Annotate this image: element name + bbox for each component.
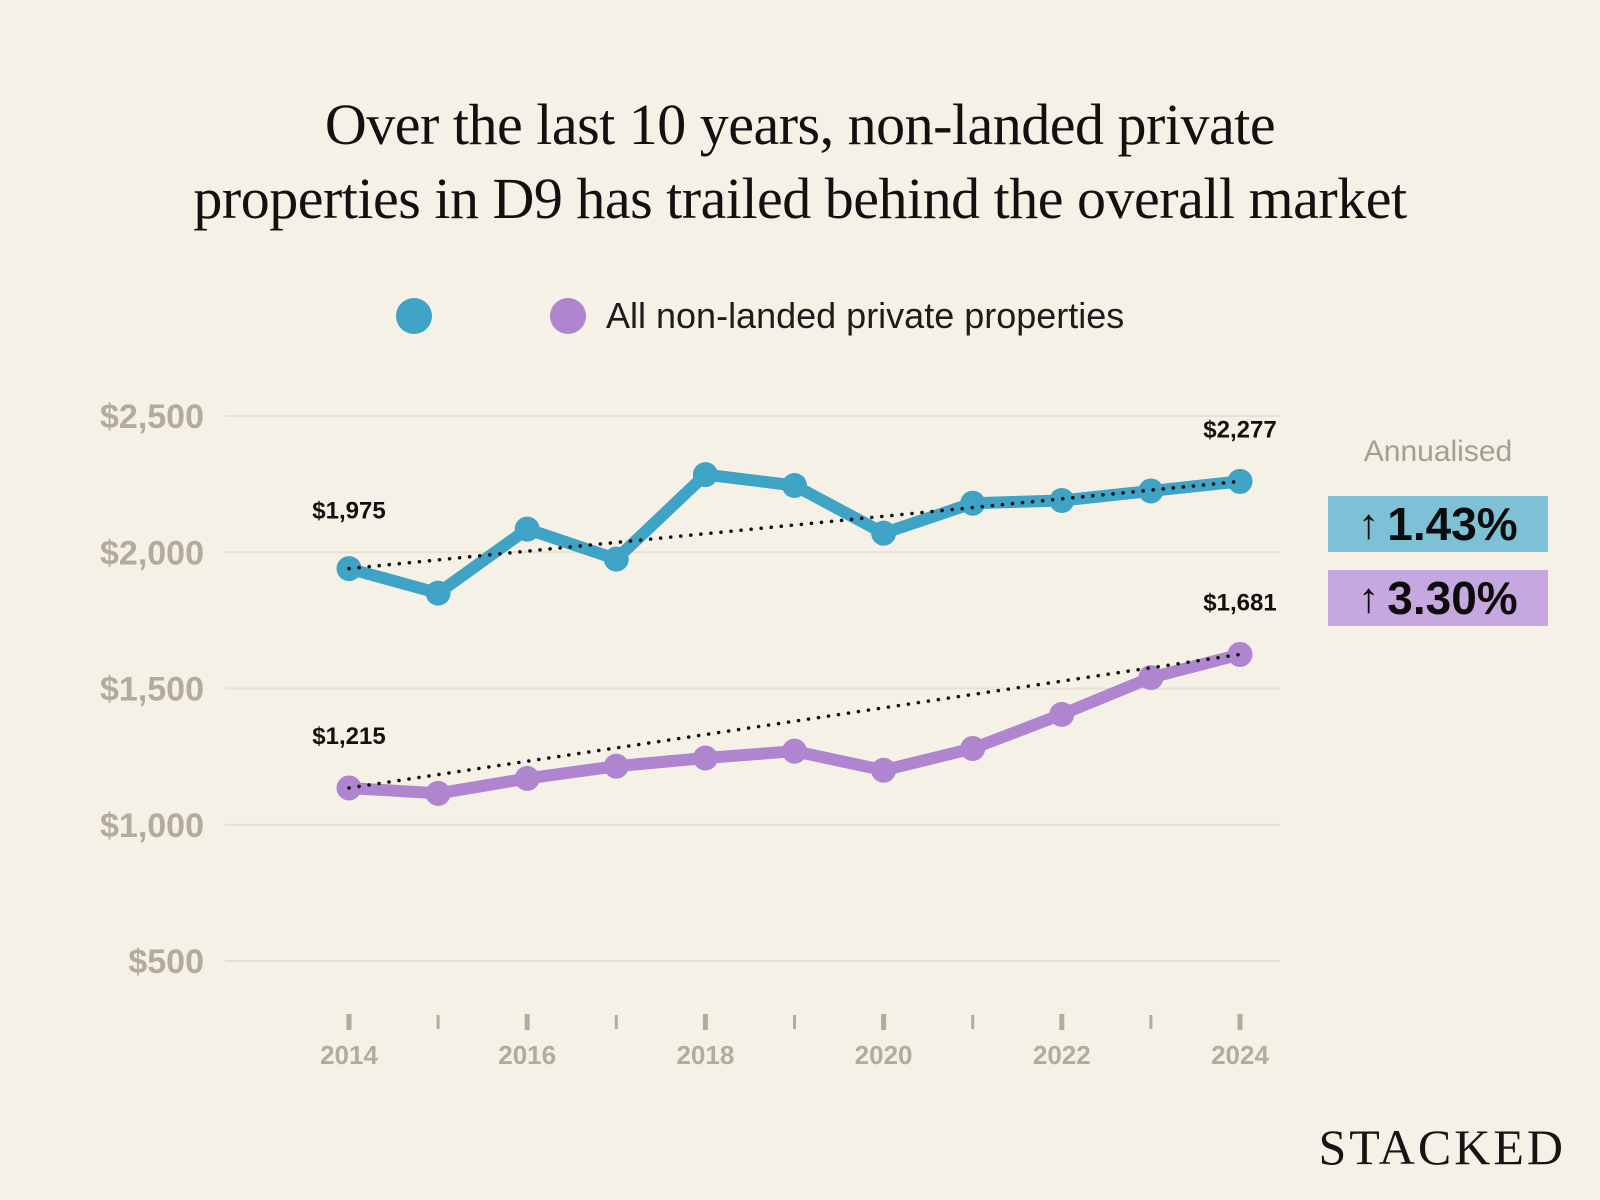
data-point-d9	[782, 472, 807, 498]
x-tick-label: 2020	[855, 1040, 913, 1070]
data-point-d9	[692, 462, 718, 488]
data-label-all: $1,215	[312, 723, 385, 750]
annualised-d9-badge: ↑ 1.43%	[1328, 496, 1548, 552]
annualised-title: Annualised	[1363, 435, 1513, 468]
data-point-d9	[871, 520, 897, 546]
legend-marker-d9	[396, 298, 432, 334]
data-point-d9	[1049, 487, 1075, 513]
data-point-d9	[1138, 478, 1164, 504]
annualised-all-badge: ↑ 3.30%	[1328, 570, 1548, 626]
trendline-all	[347, 652, 1242, 790]
legend: All non-landed private properties	[396, 295, 1124, 337]
data-point-d9	[425, 580, 451, 606]
data-point-d9	[603, 546, 629, 572]
data-point-d9	[1227, 468, 1253, 494]
legend-item-d9	[396, 298, 432, 334]
annualised-d9-value: 1.43%	[1387, 498, 1518, 550]
x-tick-label: 2014	[320, 1040, 378, 1070]
data-point-all	[1138, 665, 1164, 691]
arrow-up-icon: ↑	[1358, 574, 1380, 621]
x-tick-label: 2018	[676, 1040, 734, 1070]
data-label-d9: $2,277	[1203, 416, 1276, 443]
data-point-all	[782, 738, 807, 764]
y-tick-label: $1,000	[100, 807, 204, 845]
y-tick-label: $2,000	[100, 534, 204, 572]
data-point-d9	[960, 490, 986, 516]
y-tick-label: $1,500	[100, 671, 204, 709]
data-label-all: $1,681	[1203, 589, 1276, 616]
data-point-all	[960, 735, 986, 761]
data-point-all	[871, 757, 897, 783]
x-tick-label: 2016	[498, 1040, 556, 1070]
x-tick-label: 2024	[1211, 1040, 1269, 1070]
y-tick-label: $500	[128, 943, 204, 981]
data-point-all	[692, 745, 718, 771]
brand-logo: STACKED	[1318, 1119, 1566, 1175]
title-line-1: Over the last 10 years, non-landed priva…	[324, 92, 1276, 157]
data-point-all	[425, 780, 451, 806]
legend-label-all: All non-landed private properties	[606, 295, 1125, 336]
legend-item-all: All non-landed private properties	[550, 295, 1124, 337]
chart-title: Over the last 10 years, non-landed priva…	[0, 88, 1600, 236]
series-line-all	[343, 648, 1246, 800]
trendline-d9	[347, 479, 1242, 571]
data-point-all	[603, 753, 629, 779]
y-tick-label: $2,500	[100, 398, 204, 436]
x-tick-label: 2022	[1033, 1040, 1091, 1070]
annualised-all-value: 3.30%	[1387, 572, 1518, 624]
data-label-d9: $1,975	[312, 498, 385, 525]
data-point-all	[514, 765, 540, 791]
data-point-all	[1227, 641, 1253, 667]
title-line-2: properties in D9 has trailed behind the …	[193, 166, 1407, 231]
data-point-all	[1049, 701, 1075, 727]
legend-marker-all	[550, 298, 586, 334]
arrow-up-icon: ↑	[1358, 500, 1380, 547]
data-point-d9	[514, 516, 540, 542]
